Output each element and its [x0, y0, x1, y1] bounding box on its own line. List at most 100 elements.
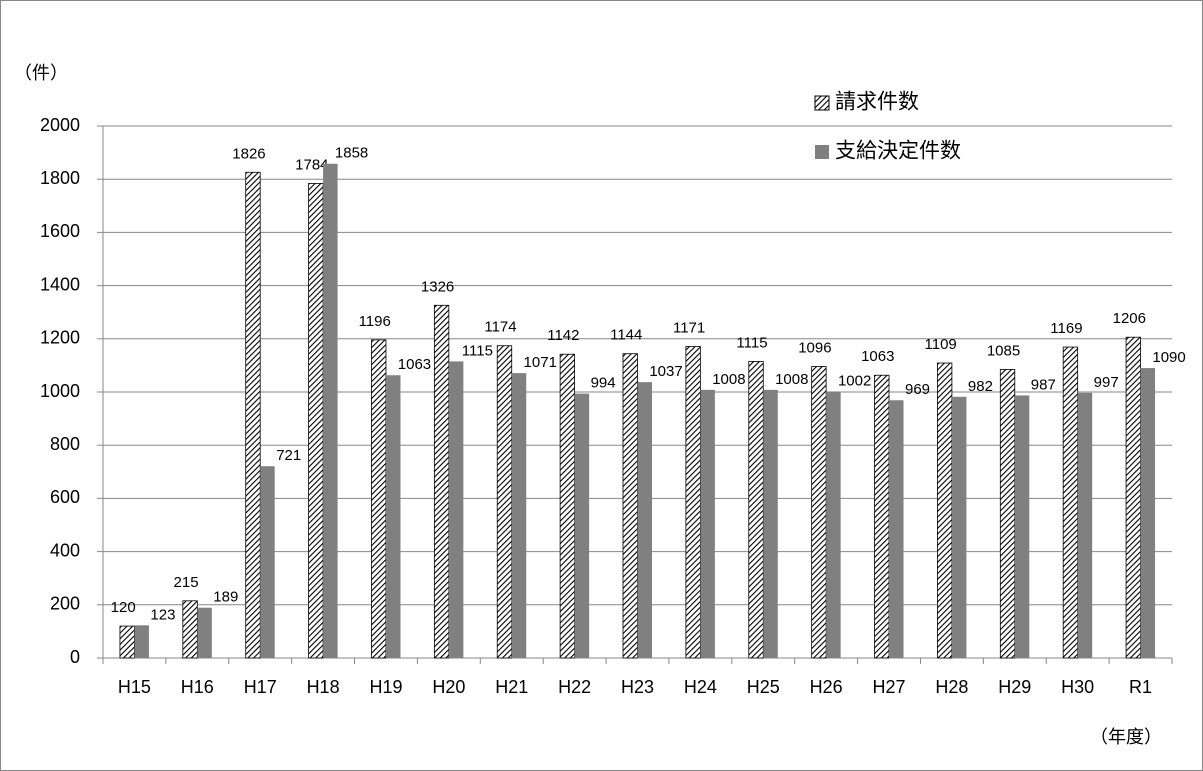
bar [182, 600, 198, 659]
value-label: 1071 [524, 354, 557, 371]
bar [433, 304, 450, 659]
bar [448, 361, 464, 658]
bar [951, 396, 967, 658]
y-tick-label: 1200 [40, 328, 80, 348]
x-tick-label: H18 [307, 677, 340, 697]
value-label: 969 [905, 381, 930, 398]
value-label: 982 [968, 378, 993, 395]
bar [889, 400, 904, 658]
bar [260, 466, 275, 658]
value-label: 1784 [295, 156, 328, 173]
x-tick-label: H17 [244, 677, 277, 697]
value-label: 1169 [1050, 320, 1082, 337]
x-tick-label: H16 [181, 677, 214, 697]
bar [119, 625, 135, 659]
bar [1125, 336, 1141, 659]
x-tick-label: R1 [1129, 677, 1152, 697]
bar [622, 353, 638, 659]
bar [371, 339, 387, 659]
value-label: 215 [174, 574, 199, 591]
bar [1062, 346, 1079, 659]
value-label: 997 [1094, 374, 1119, 391]
x-tick-label: H21 [495, 677, 528, 697]
legend-swatch [814, 95, 830, 111]
bar [999, 368, 1016, 659]
value-label: 1109 [925, 336, 957, 353]
bar [496, 345, 513, 659]
y-axis-label: （件） [14, 63, 68, 83]
value-label: 994 [591, 375, 616, 392]
value-label: 1196 [359, 313, 391, 330]
value-label: 721 [276, 447, 301, 464]
x-tick-label: H22 [558, 677, 591, 697]
bar [559, 353, 576, 659]
y-tick-label: 0 [70, 647, 80, 667]
x-tick-label: H23 [621, 677, 654, 697]
bar [685, 346, 701, 659]
x-tick-label: H26 [810, 677, 843, 697]
bar [826, 391, 841, 658]
value-label: 1008 [775, 371, 808, 388]
bar [1140, 368, 1156, 658]
bar [700, 389, 715, 658]
x-tick-label: H30 [1061, 677, 1094, 697]
bar [1077, 392, 1093, 658]
bar [937, 362, 953, 659]
value-label: 1085 [987, 342, 1020, 359]
y-tick-label: 600 [50, 487, 80, 507]
bar [637, 382, 652, 658]
y-tick-label: 1600 [40, 221, 80, 241]
value-label: 1115 [736, 334, 767, 351]
bar [763, 389, 778, 658]
value-label: 1063 [398, 356, 431, 373]
bar [574, 393, 590, 658]
value-label: 1063 [861, 348, 894, 365]
legend-label: 請求件数 [835, 91, 919, 114]
value-label: 1144 [610, 327, 642, 344]
bar [197, 607, 212, 658]
value-label: 1002 [838, 372, 871, 389]
y-tick-label: 1400 [40, 274, 80, 294]
legend-label: 支給決定件数 [835, 140, 961, 163]
y-tick-label: 800 [50, 434, 80, 454]
value-label: 1096 [798, 339, 831, 356]
bar [811, 366, 827, 659]
bar [748, 361, 764, 659]
bar [511, 373, 527, 658]
bar [245, 171, 261, 659]
y-tick-label: 400 [50, 540, 80, 560]
value-label: 1171 [673, 319, 705, 336]
x-tick-label: H24 [684, 677, 717, 697]
value-label: 1174 [484, 319, 516, 336]
legend-swatch [815, 145, 829, 159]
x-tick-label: H19 [369, 677, 402, 697]
value-label: 1826 [232, 145, 265, 162]
bar [1014, 395, 1030, 658]
value-label: 120 [111, 599, 136, 616]
x-tick-label: H25 [747, 677, 780, 697]
x-tick-label: H27 [873, 677, 906, 697]
y-tick-label: 1800 [40, 168, 80, 188]
value-label: 1037 [649, 363, 682, 380]
bar [323, 163, 338, 658]
bar [134, 625, 149, 658]
value-label: 1142 [547, 327, 579, 344]
bar [308, 183, 324, 659]
x-tick-label: H29 [998, 677, 1031, 697]
x-tick-label: H28 [935, 677, 968, 697]
value-label: 189 [213, 589, 238, 606]
value-label: 1115 [462, 342, 493, 359]
value-label: 1326 [421, 278, 454, 295]
value-label: 987 [1031, 376, 1056, 393]
value-label: 1090 [1152, 349, 1185, 366]
x-tick-label: H20 [432, 677, 465, 697]
value-label: 123 [150, 606, 175, 623]
value-label: 1206 [1113, 310, 1146, 327]
y-tick-label: 2000 [40, 115, 80, 135]
y-tick-label: 1000 [40, 381, 80, 401]
bar [385, 375, 401, 658]
bar [874, 374, 890, 659]
x-axis-label: （年度） [1090, 727, 1162, 747]
y-tick-label: 200 [50, 594, 80, 614]
